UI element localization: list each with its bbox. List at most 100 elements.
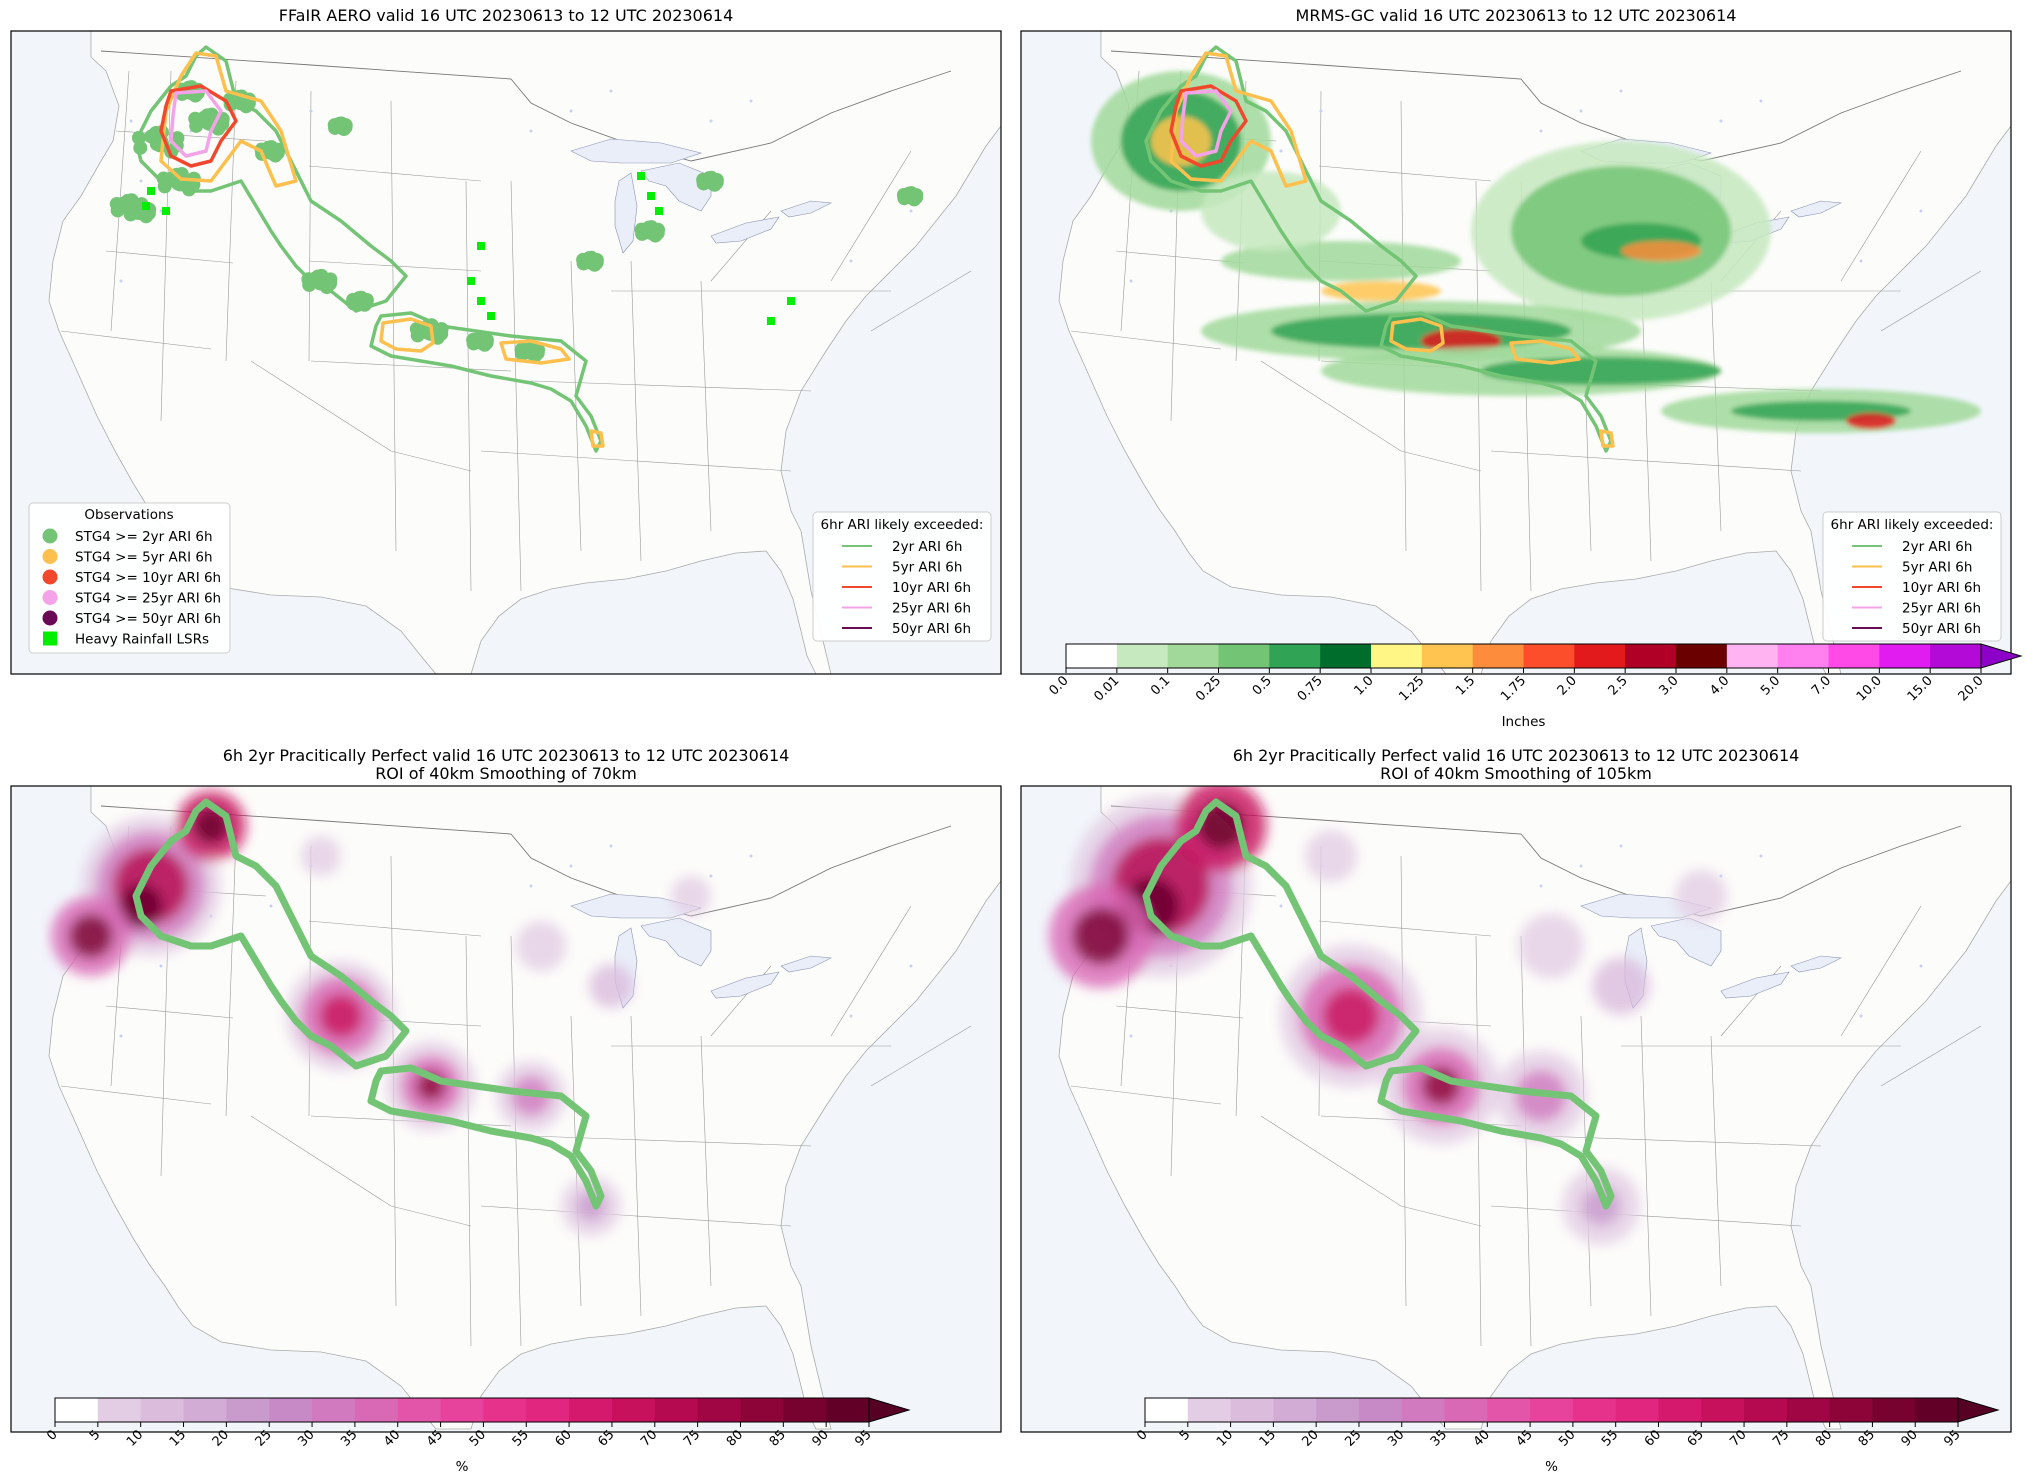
colorbar-segment xyxy=(1828,644,1880,668)
map-panel-practically-perfect-105km xyxy=(1021,786,2011,1432)
small-lake xyxy=(1619,89,1623,93)
colorbar-segment xyxy=(526,1398,570,1422)
colorbar-label: % xyxy=(1545,1459,1558,1475)
small-lake xyxy=(1539,129,1543,133)
state-boundary xyxy=(105,250,234,264)
colorbar-tick-label: 0.0 xyxy=(1046,673,1071,698)
probability-area xyxy=(589,964,633,1008)
colorbar-segment xyxy=(1116,644,1169,668)
outlook-2yr-ari-contour xyxy=(132,798,410,1070)
small-lake xyxy=(1919,964,1923,968)
colorbar-segment xyxy=(55,1398,99,1422)
state-boundary xyxy=(1840,150,1922,282)
outlook-2yr-ari-contour xyxy=(1379,311,1613,453)
state-boundary xyxy=(1070,330,1222,350)
great-lake xyxy=(1790,200,1843,218)
heavy-rainfall-lsr xyxy=(477,297,485,305)
colorbar-segment xyxy=(1574,644,1626,668)
panel-2-frame xyxy=(1020,30,2012,675)
state-boundary xyxy=(1710,1035,1722,1287)
small-lake xyxy=(1759,99,1763,103)
small-lake xyxy=(849,259,853,263)
great-lake xyxy=(640,917,712,967)
heavy-rainfall-lsr xyxy=(467,277,475,285)
colorbar-segment xyxy=(1786,1398,1831,1422)
colorbar-tick-label: 4.0 xyxy=(1707,673,1732,698)
small-lake xyxy=(609,89,613,93)
outlook-5yr-ari-contour xyxy=(1389,317,1445,353)
outlook-2yr-ari-contour xyxy=(369,311,603,453)
great-lake xyxy=(710,971,780,999)
state-boundary xyxy=(510,180,522,592)
small-lake xyxy=(1319,109,1323,113)
small-lake xyxy=(709,874,713,878)
colorbar-outline xyxy=(1144,1397,1959,1423)
state-boundary xyxy=(700,1035,712,1287)
state-boundary xyxy=(465,935,472,1347)
stg4-2yr-point xyxy=(519,342,534,357)
colorbar-outline xyxy=(54,1397,870,1423)
colorbar-segment xyxy=(697,1398,741,1422)
small-lake xyxy=(159,964,163,968)
outlook-5yr-ari-contour xyxy=(1509,339,1581,365)
colorbar-segment xyxy=(1066,644,1118,668)
state-boundary xyxy=(225,80,237,362)
legend-entry-label: 10yr ARI 6h xyxy=(1902,580,1981,596)
outlook-25yr-ari-contour xyxy=(169,89,223,158)
colorbar-segment xyxy=(269,1398,313,1422)
colorbar-segment xyxy=(1472,644,1524,668)
legend-entry-label: STG4 >= 2yr ARI 6h xyxy=(75,529,213,545)
stg4-2yr-point xyxy=(197,110,212,125)
state-boundary xyxy=(830,150,912,282)
panel-3-title: 6h 2yr Pracitically Perfect valid 16 UTC… xyxy=(223,746,790,765)
small-lake xyxy=(709,119,713,123)
outlook-2yr-ari-contour xyxy=(1144,45,1418,313)
state-boundary xyxy=(1318,165,1492,182)
probability-colorbar-left: 0 5 10 15 20 25 30 35 40 45 50 55 60 65 70 75 80 85 90 95% xyxy=(44,1397,911,1475)
colorbar-label: Inches xyxy=(1502,714,1546,730)
state-boundary xyxy=(1520,935,1532,1347)
colorbar-tick-label: 0.25 xyxy=(1193,673,1224,704)
state-boundary xyxy=(250,1115,392,1207)
great-lake xyxy=(780,955,833,973)
legend-entry-label: STG4 >= 50yr ARI 6h xyxy=(75,611,221,627)
small-lake xyxy=(849,1014,853,1018)
state-boundary xyxy=(160,70,172,422)
panel-3-subtitle: ROI of 40km Smoothing of 70km xyxy=(375,764,637,783)
colorbar-segment xyxy=(1872,1398,1916,1422)
small-lake xyxy=(119,1034,123,1038)
great-lake xyxy=(640,162,712,212)
observations-legend-title: Observations xyxy=(84,507,173,523)
probability-area xyxy=(193,808,229,844)
legend-entry-label: 5yr ARI 6h xyxy=(1902,560,1972,576)
colorbar-segment xyxy=(1625,644,1677,668)
stg4-2yr-point xyxy=(709,172,724,187)
state-boundary xyxy=(1260,360,1402,452)
state-boundary xyxy=(1318,920,1492,937)
colorbar-segment xyxy=(1187,1398,1232,1422)
great-lake xyxy=(780,200,833,218)
colorbar-tick-label: 0.1 xyxy=(1148,673,1173,698)
small-lake xyxy=(1579,109,1583,113)
great-lake xyxy=(1790,955,1843,973)
great-lake xyxy=(570,138,703,164)
small-lake xyxy=(749,99,753,103)
colorbar-label: % xyxy=(456,1459,469,1475)
legend-entry-label: STG4 >= 25yr ARI 6h xyxy=(75,591,221,607)
probability-area xyxy=(69,914,113,958)
outlook-5yr-ari-contour xyxy=(589,429,605,448)
state-boundary xyxy=(1490,450,1802,472)
ari-legend-panel-2: 6hr ARI likely exceeded: 2yr ARI 6h 5yr A… xyxy=(1822,511,2002,642)
colorbar-segment xyxy=(1444,1398,1488,1422)
outlook-5yr-ari-contour xyxy=(379,317,435,353)
legend-entry-label: STG4 >= 10yr ARI 6h xyxy=(75,570,221,586)
outlook-10yr-ari-contour xyxy=(159,84,238,168)
precip-area xyxy=(1621,241,1701,261)
heavy-rainfall-lsr xyxy=(655,207,663,215)
stg4-2yr-point xyxy=(909,188,924,203)
heavy-rainfall-lsr xyxy=(477,242,485,250)
stg4-2yr-point xyxy=(338,118,353,133)
map-panel-ffair-aero xyxy=(11,31,1001,674)
small-lake xyxy=(1719,874,1723,878)
